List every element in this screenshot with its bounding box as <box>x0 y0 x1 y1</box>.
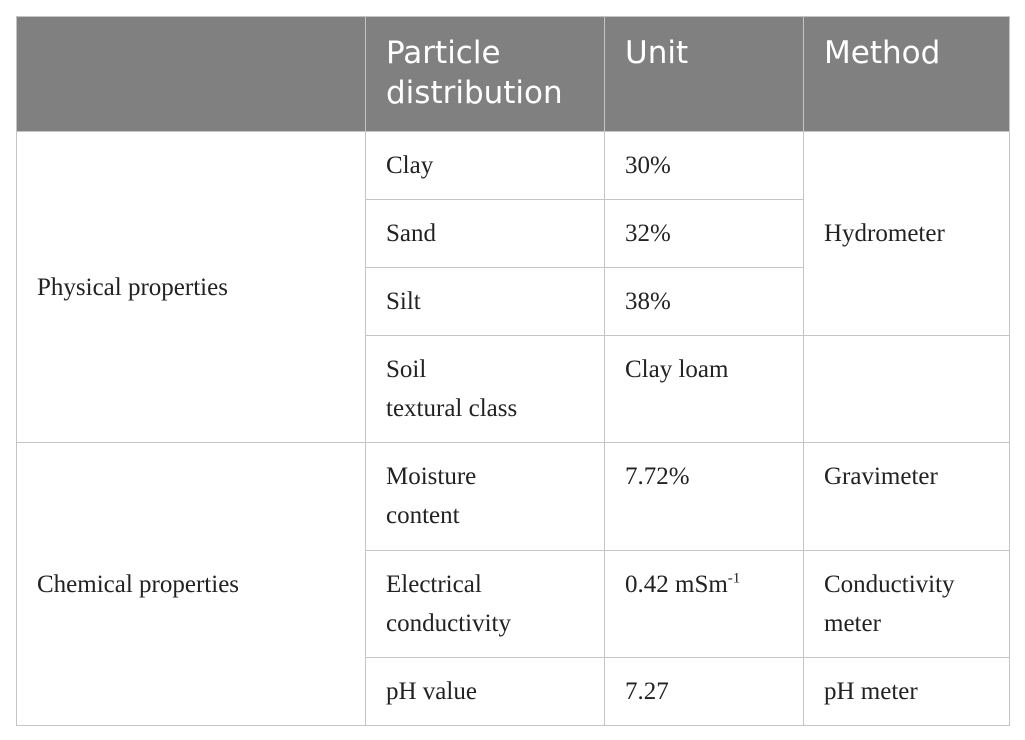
cell: 0.42 mSm-1 <box>604 550 804 658</box>
cell: Hydrometer <box>803 131 1010 336</box>
cell: Silt <box>365 267 605 336</box>
header-cell <box>16 16 366 132</box>
cell: Moisture content <box>365 442 605 551</box>
cell: Soil textural class <box>365 335 605 443</box>
row: Physical properties Clay 30% Hydrometer <box>16 131 1010 443</box>
row: pH value 7.27 pH meter <box>17 657 1010 726</box>
superscript: -1 <box>727 570 741 587</box>
header-cell: Particle distribution <box>365 16 605 132</box>
cell: 7.27 <box>604 657 804 726</box>
header-cell: Unit <box>604 16 804 132</box>
cell: 38% <box>604 267 804 336</box>
row: Electrical conductivity 0.42 mSm-1 Condu… <box>17 550 1010 658</box>
row: Soil textural class Clay loam <box>17 335 1010 443</box>
cell: 32% <box>604 199 804 268</box>
group-label: Physical properties <box>16 131 366 443</box>
cell: Sand <box>365 199 605 268</box>
cell: Clay <box>365 131 605 200</box>
cell: pH value <box>365 657 605 726</box>
cell: Gravimeter <box>803 442 1010 551</box>
row: Sand 32% <box>17 199 1010 268</box>
cell: Conductivity meter <box>803 550 1010 658</box>
cell: 7.72% <box>604 442 804 551</box>
cell-text: 0.42 mSm <box>625 571 728 598</box>
header-cell: Method <box>803 16 1010 132</box>
cell: 30% <box>604 131 804 200</box>
properties-table: Particle distribution Unit Method Physic… <box>16 16 1010 726</box>
cell: Electrical conductivity <box>365 550 605 658</box>
group-label: Chemical properties <box>16 442 366 726</box>
row: Chemical properties Moisture content 7.7… <box>16 442 1010 726</box>
cell: pH meter <box>803 657 1010 726</box>
cell <box>803 335 1010 443</box>
cell: Clay loam <box>604 335 804 443</box>
header-row: Particle distribution Unit Method <box>16 16 1010 132</box>
